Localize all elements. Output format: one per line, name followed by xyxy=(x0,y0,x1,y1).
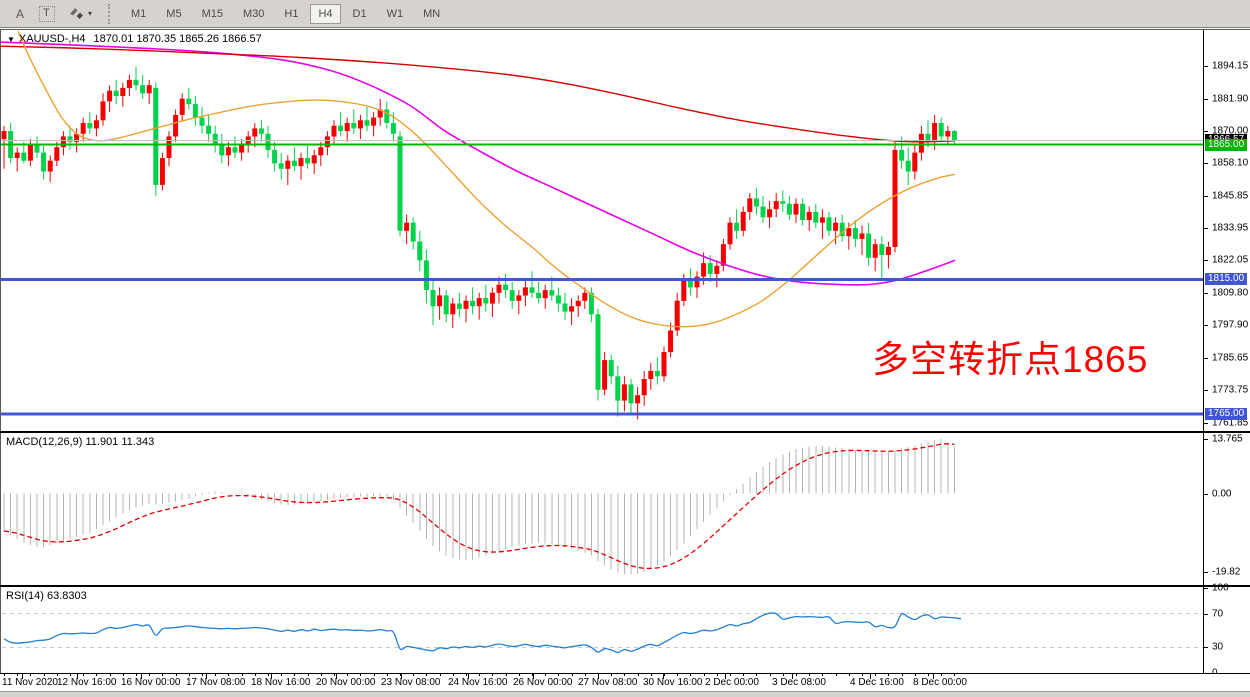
price-tick-label: 1822.05 xyxy=(1212,254,1249,266)
rsi-canvas[interactable] xyxy=(0,587,1204,674)
toolbar: A T ▾ M1 M5 M15 M30 H1 H4 D1 W1 MN xyxy=(0,0,1250,28)
rsi-tick-label: 70 xyxy=(1212,608,1224,620)
time-tick-label: 8 Dec 00:00 xyxy=(913,677,967,688)
price-tick-label: 1833.95 xyxy=(1212,222,1249,234)
chart-right-border xyxy=(1203,30,1204,674)
timeframe-buttons: M1 M5 M15 M30 H1 H4 D1 W1 MN xyxy=(121,3,450,24)
price-tick-label: 1845.85 xyxy=(1212,190,1249,202)
time-tick-label: 18 Nov 16:00 xyxy=(251,677,311,688)
time-tick-label: 12 Nov 16:00 xyxy=(57,677,117,688)
ma-slow-red-line xyxy=(0,45,956,143)
time-tick-label: 11 Nov 2020 xyxy=(2,677,58,688)
macd-signal-line xyxy=(3,443,955,570)
price-tick-label: 1761.85 xyxy=(1212,417,1249,429)
ma-mid-magenta-line xyxy=(0,41,956,286)
timeframe-button-h1[interactable]: H1 xyxy=(284,7,299,20)
price-tick-label: 1881.90 xyxy=(1212,93,1249,105)
cursor-tools-button[interactable]: ▾ xyxy=(62,3,97,25)
time-tick-label: 30 Nov 16:00 xyxy=(643,677,703,688)
time-tick-label: 3 Dec 08:00 xyxy=(772,677,826,688)
price-level-box: 1765.00 xyxy=(1205,408,1248,420)
time-tick-label: 26 Nov 00:00 xyxy=(513,677,573,688)
rsi-line xyxy=(3,612,962,654)
price-tick-label: 1870.00 xyxy=(1212,125,1249,137)
text-tool-icon: T xyxy=(39,5,55,22)
time-tick-label: 17 Nov 08:00 xyxy=(186,677,246,688)
turning-point-annotation: 多空转折点1865 xyxy=(872,339,1149,380)
macd-panel[interactable] xyxy=(0,433,1204,585)
price-tick-label: 1809.80 xyxy=(1212,287,1249,299)
time-tick-label: 24 Nov 16:00 xyxy=(448,677,508,688)
time-axis[interactable]: 11 Nov 2020 12 Nov 16:00 16 Nov 00:00 17 No… xyxy=(0,674,1250,691)
macd-tick-label: 13.765 xyxy=(1212,433,1243,445)
toolbar-grip[interactable] xyxy=(108,3,115,24)
chart-left-border xyxy=(0,30,1,674)
ma-fast-orange-line xyxy=(17,31,956,328)
symbol-period-label: XAUUSD-,H4 xyxy=(18,33,86,45)
time-tick-label: 2 Dec 00:00 xyxy=(705,677,759,688)
rsi-panel[interactable] xyxy=(0,587,1204,674)
ohlc-values: 1870.01 1870.35 1865.26 1866.57 xyxy=(93,33,262,45)
macd-tick-label: 0.00 xyxy=(1212,488,1232,500)
timeframe-button-m5[interactable]: M5 xyxy=(166,7,182,20)
timeframe-button-m30[interactable]: M30 xyxy=(242,7,265,20)
chevron-down-icon: ▾ xyxy=(88,9,93,18)
price-tick-label: 1773.75 xyxy=(1212,384,1249,396)
macd-canvas[interactable] xyxy=(0,433,1204,585)
timeframe-button-d1[interactable]: D1 xyxy=(352,7,367,20)
price-level-box: 1815.00 xyxy=(1205,273,1248,285)
main-chart-canvas[interactable] xyxy=(0,30,1204,431)
rsi-indicator-label: RSI(14) 63.8303 xyxy=(6,590,87,602)
price-tick-label: 1894.15 xyxy=(1212,60,1249,72)
rsi-tick-label: 30 xyxy=(1212,641,1224,653)
rsi-tick-label: 100 xyxy=(1212,582,1229,594)
text-label-tool-button[interactable]: T xyxy=(34,3,60,25)
timeframe-button-m1[interactable]: M1 xyxy=(131,7,147,20)
macd-histogram xyxy=(3,439,955,575)
timeframe-button-w1[interactable]: W1 xyxy=(386,7,404,20)
price-tick-label: 1797.90 xyxy=(1212,319,1249,331)
timeframe-button-h4[interactable]: H4 xyxy=(310,3,341,24)
price-level-box: 1865.00 xyxy=(1205,139,1248,151)
cursor-arrows-icon xyxy=(67,5,86,23)
arrow-text-tool-button[interactable]: A xyxy=(15,6,24,21)
timeframe-button-m15[interactable]: M15 xyxy=(201,7,223,20)
main-chart-panel[interactable] xyxy=(0,30,1204,431)
time-tick-label: 16 Nov 00:00 xyxy=(121,677,181,688)
time-tick-label: 27 Nov 08:00 xyxy=(578,677,638,688)
macd-tick-label: -19.82 xyxy=(1212,566,1241,578)
price-tick-label: 1785.65 xyxy=(1212,352,1249,364)
chart-header: ▼ XAUUSD-,H4 1870.01 1870.35 1865.26 186… xyxy=(7,33,262,45)
symbol-dropdown-icon[interactable]: ▼ xyxy=(7,34,15,44)
timeframe-button-mn[interactable]: MN xyxy=(423,7,441,20)
time-tick-label: 20 Nov 00:00 xyxy=(316,677,376,688)
candles xyxy=(1,66,957,420)
price-axis[interactable]: 1894.15 1881.90 1870.00 1858.10 1845.85 1833.… xyxy=(1204,30,1250,679)
macd-indicator-label: MACD(12,26,9) 11.901 11.343 xyxy=(6,436,155,448)
price-tick-label: 1858.10 xyxy=(1212,157,1249,169)
window-bottom-edge xyxy=(0,691,1250,697)
time-tick-label: 4 Dec 16:00 xyxy=(850,677,904,688)
time-tick-label: 23 Nov 08:00 xyxy=(381,677,441,688)
